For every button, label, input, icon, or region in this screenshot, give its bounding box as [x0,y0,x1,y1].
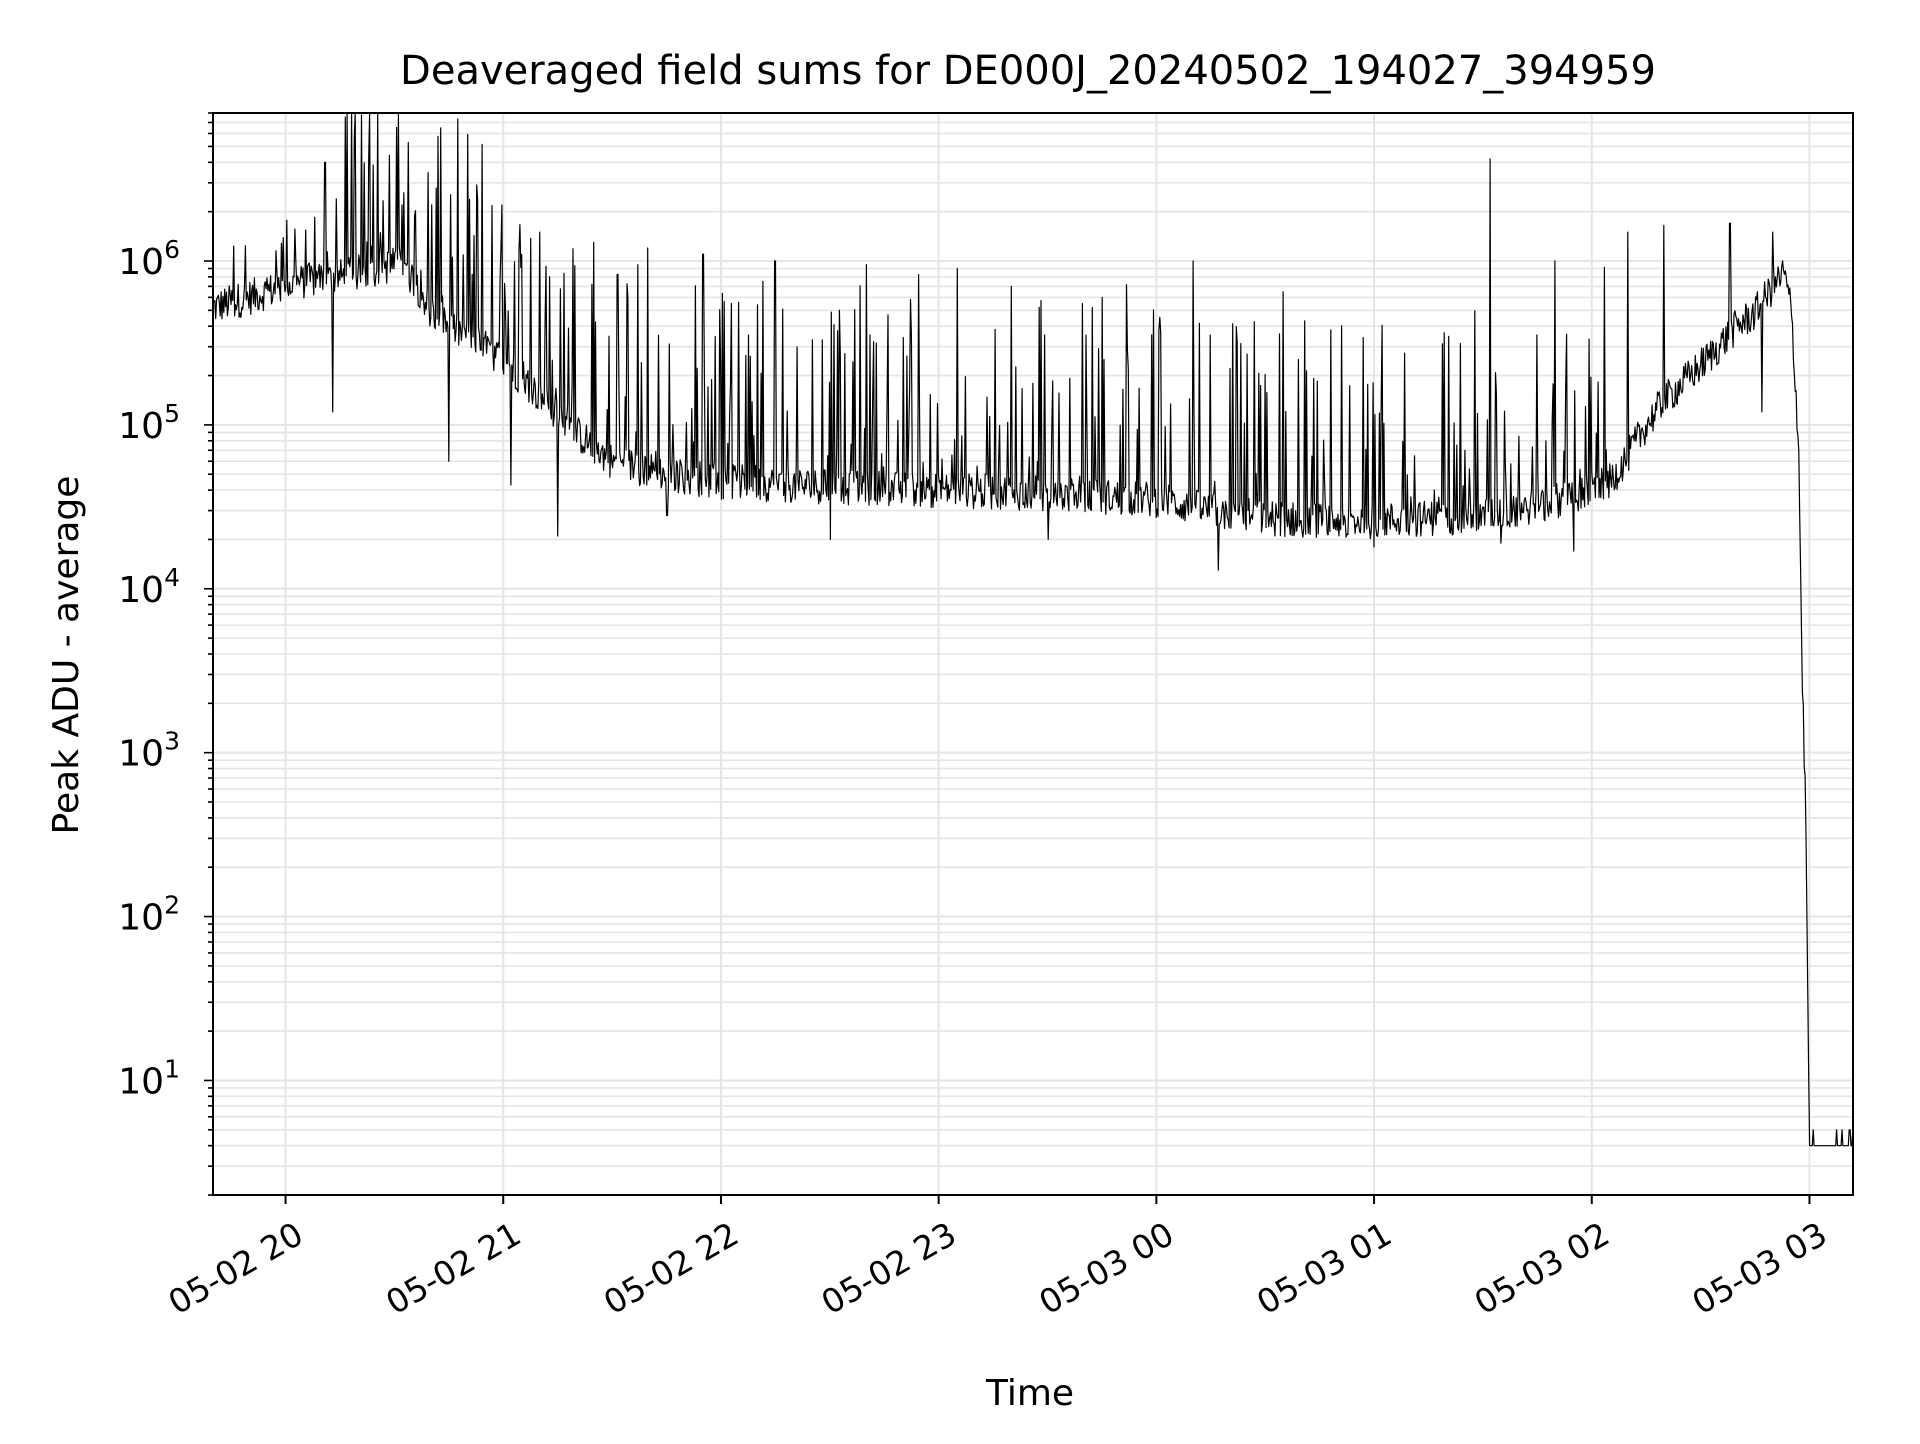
data-series-line [212,112,1854,1147]
y-axis-label: Peak ADU - average [46,476,87,835]
x-tick-label: 05-02 23 [815,1214,963,1322]
plot-frame [212,112,1854,1196]
x-tick-label: 05-02 21 [379,1214,527,1322]
x-tick-label: 05-03 02 [1468,1214,1616,1322]
x-tick-label: 05-03 00 [1032,1214,1180,1322]
y-tick-label: 103 [118,727,180,775]
y-tick-label: 106 [118,235,180,283]
y-tick-label: 105 [118,399,180,447]
chart-title: Deaveraged field sums for DE000J_2024050… [400,48,1656,94]
x-tick-label: 05-03 03 [1685,1214,1833,1322]
x-tick-label: 05-02 22 [597,1214,745,1322]
x-tick-label: 05-02 20 [162,1214,310,1322]
y-tick-label: 101 [118,1054,180,1102]
y-tick-label: 102 [118,891,180,939]
x-tick-label: 05-03 01 [1250,1214,1398,1322]
y-tick-label: 104 [118,563,180,611]
x-axis-label: Time [985,1373,1074,1414]
